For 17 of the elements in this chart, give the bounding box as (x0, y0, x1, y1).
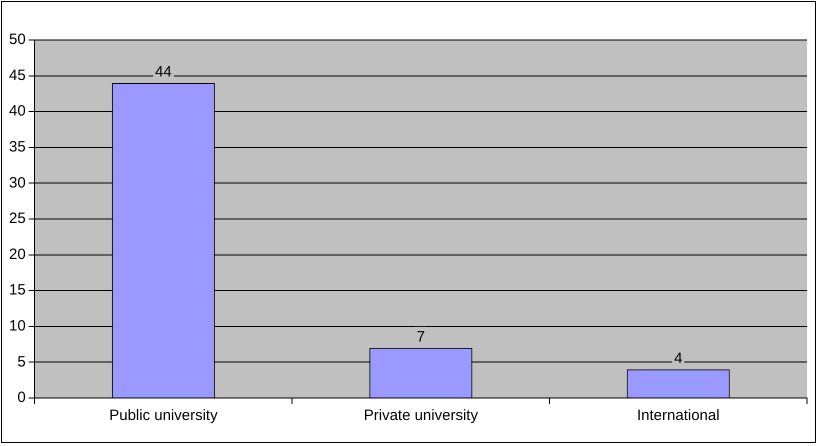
y-tick-label: 50 (8, 31, 26, 48)
y-tick-label: 20 (8, 246, 26, 263)
data-label: 7 (416, 328, 426, 346)
data-label: 44 (155, 64, 172, 81)
y-tick-label: 35 (8, 138, 26, 156)
y-tick-label: 40 (8, 102, 26, 120)
y-tick-label: 5 (17, 353, 26, 370)
y-tick-label: 15 (8, 282, 26, 299)
y-tick-label: 25 (8, 210, 26, 228)
x-tick-label: Private university (364, 407, 478, 424)
y-tick-label: 0 (17, 389, 26, 406)
data-label: 4 (674, 350, 682, 367)
y-tick-label: 45 (8, 66, 26, 84)
y-tick-label: 10 (8, 318, 26, 335)
x-tick-label: International (637, 407, 720, 424)
y-tick-label: 30 (8, 174, 26, 192)
x-tick-label: Public university (109, 407, 218, 424)
